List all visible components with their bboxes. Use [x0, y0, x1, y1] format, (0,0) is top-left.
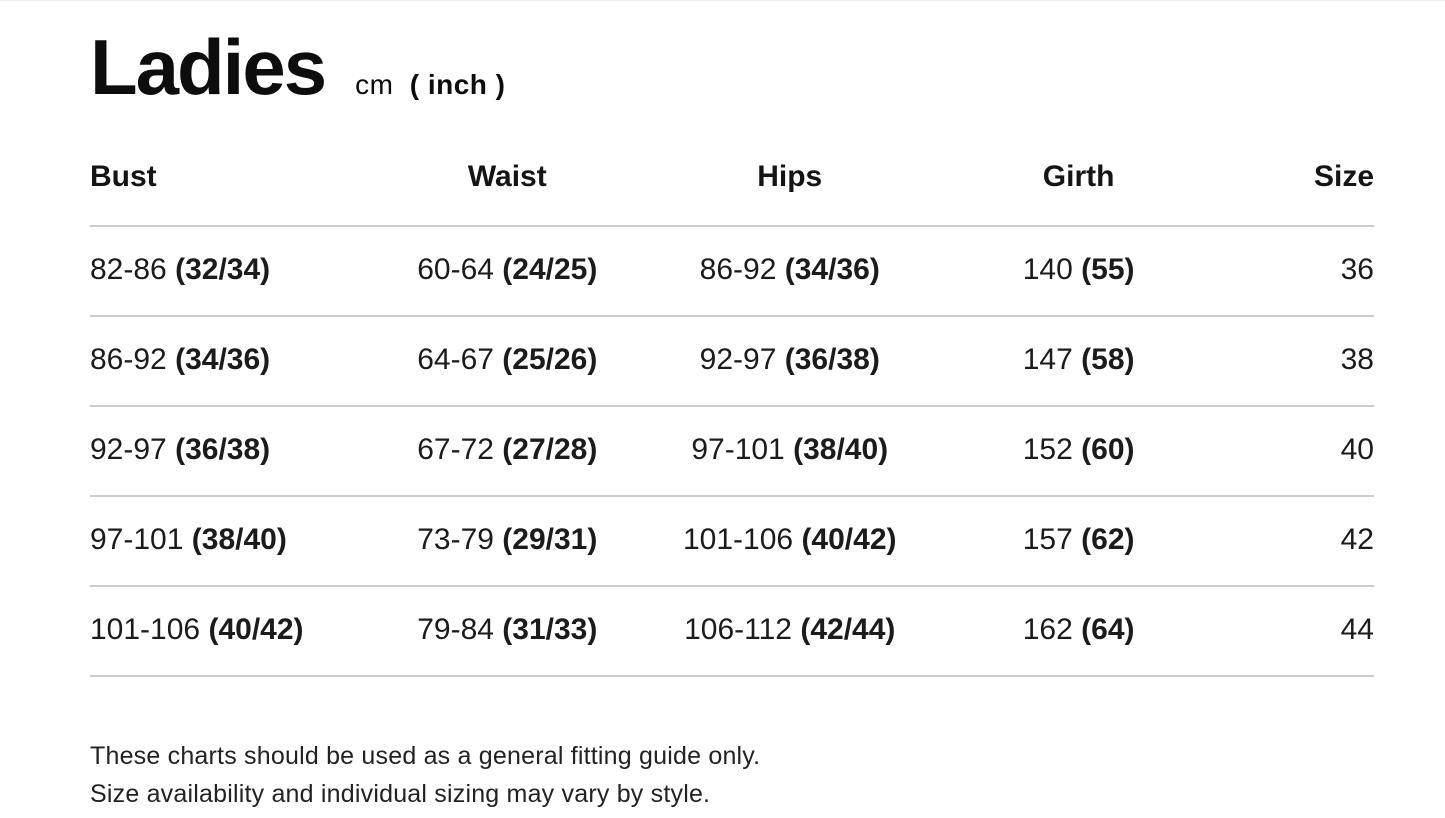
hips-cell: 86-92 (34/36): [642, 226, 938, 317]
hips-cm-value: 106-112: [684, 613, 792, 646]
waist-cm-value: 60-64: [417, 253, 494, 286]
size-table-body: 82-86 (32/34) 60-64 (24/25) 86-92 (34/36) 1…: [90, 226, 1374, 677]
waist-cell: 60-64 (24/25): [372, 226, 643, 317]
hips-inch-value: (34/36): [784, 253, 880, 286]
bust-inch-value: (38/40): [191, 523, 287, 556]
hips-cm-value: 86-92: [699, 253, 777, 286]
waist-cell: 67-72 (27/28): [372, 406, 643, 497]
column-header-size: Size: [1219, 160, 1374, 227]
waist-cm-value: 79-84: [417, 613, 494, 646]
disclaimer-line-2: Size availability and individual sizing …: [90, 780, 711, 808]
hips-inch-value: (40/42): [801, 523, 897, 556]
table-row: 86-92 (34/36) 64-67 (25/26) 92-97 (36/38) 1…: [90, 316, 1374, 407]
size-cell: 40: [1219, 406, 1374, 497]
waist-inch-value: (29/31): [502, 523, 598, 556]
waist-cell: 64-67 (25/26): [372, 316, 643, 407]
girth-inch-value: (62): [1081, 523, 1135, 556]
girth-cm-value: 147: [1022, 343, 1073, 376]
bust-cell: 92-97 (36/38): [90, 406, 373, 497]
bust-inch-value: (36/38): [175, 433, 271, 466]
girth-cell: 140 (55): [937, 226, 1220, 317]
table-row: 92-97 (36/38) 67-72 (27/28) 97-101 (38/40)…: [90, 406, 1374, 497]
waist-inch-value: (27/28): [502, 433, 598, 466]
hips-inch-value: (36/38): [784, 343, 880, 376]
size-table-header: Bust Waist Hips Girth Size: [90, 160, 1374, 227]
bust-cm-value: 97-101: [90, 523, 184, 556]
girth-inch-value: (60): [1081, 433, 1135, 466]
waist-cm-value: 67-72: [417, 433, 494, 466]
girth-inch-value: (55): [1081, 253, 1135, 286]
hips-cell: 101-106 (40/42): [642, 496, 938, 587]
bust-cell: 86-92 (34/36): [90, 316, 373, 407]
hips-cell: 97-101 (38/40): [642, 406, 938, 497]
unit-inch-label: ( inch ): [409, 69, 506, 100]
girth-cell: 147 (58): [937, 316, 1220, 407]
title-row: Ladies cm ( inch ): [90, 28, 1374, 106]
bust-inch-value: (40/42): [208, 613, 304, 646]
table-row: 82-86 (32/34) 60-64 (24/25) 86-92 (34/36) 1…: [90, 226, 1374, 317]
size-cell: 42: [1219, 496, 1374, 587]
girth-cell: 157 (62): [937, 496, 1220, 587]
hips-cell: 106-112 (42/44): [642, 586, 938, 677]
girth-cm-value: 162: [1022, 613, 1073, 646]
waist-inch-value: (24/25): [502, 253, 598, 286]
size-cell: 36: [1219, 226, 1374, 317]
column-header-bust: Bust: [90, 160, 373, 227]
hips-cell: 92-97 (36/38): [642, 316, 938, 407]
bust-cell: 97-101 (38/40): [90, 496, 373, 587]
bust-inch-value: (34/36): [175, 343, 271, 376]
waist-cell: 73-79 (29/31): [372, 496, 643, 587]
waist-cell: 79-84 (31/33): [372, 586, 643, 677]
bust-cm-value: 101-106: [90, 613, 201, 646]
girth-cell: 152 (60): [937, 406, 1220, 497]
column-header-hips: Hips: [642, 160, 938, 227]
hips-inch-value: (38/40): [793, 433, 889, 466]
disclaimer: These charts should be used as a general…: [90, 737, 1374, 813]
column-header-girth: Girth: [937, 160, 1220, 227]
unit-cm-label: cm: [355, 69, 394, 100]
size-cell: 38: [1219, 316, 1374, 407]
page-title: Ladies: [90, 23, 327, 111]
size-table: Bust Waist Hips Girth Size 82-86 (32/34)…: [90, 160, 1374, 677]
girth-cm-value: 152: [1022, 433, 1073, 466]
hips-cm-value: 97-101: [691, 433, 785, 466]
hips-cm-value: 92-97: [699, 343, 777, 376]
bust-cm-value: 86-92: [90, 343, 167, 376]
column-header-waist: Waist: [372, 160, 643, 227]
girth-cm-value: 140: [1022, 253, 1073, 286]
waist-inch-value: (31/33): [502, 613, 598, 646]
waist-cm-value: 73-79: [417, 523, 494, 556]
girth-inch-value: (64): [1081, 613, 1135, 646]
bust-cell: 82-86 (32/34): [90, 226, 373, 317]
table-row: 97-101 (38/40) 73-79 (29/31) 101-106 (40/4…: [90, 496, 1374, 587]
bust-cell: 101-106 (40/42): [90, 586, 373, 677]
bust-inch-value: (32/34): [175, 253, 271, 286]
girth-cm-value: 157: [1022, 523, 1073, 556]
table-row: 101-106 (40/42) 79-84 (31/33) 106-112 (42/…: [90, 586, 1374, 677]
size-cell: 44: [1219, 586, 1374, 677]
hips-inch-value: (42/44): [800, 613, 896, 646]
header-row: Bust Waist Hips Girth Size: [90, 160, 1374, 227]
girth-inch-value: (58): [1081, 343, 1135, 376]
disclaimer-line-1: These charts should be used as a general…: [90, 742, 761, 770]
waist-cm-value: 64-67: [417, 343, 494, 376]
bust-cm-value: 92-97: [90, 433, 167, 466]
waist-inch-value: (25/26): [502, 343, 598, 376]
girth-cell: 162 (64): [937, 586, 1220, 677]
unit-label: cm ( inch ): [355, 69, 505, 101]
hips-cm-value: 101-106: [682, 523, 794, 556]
bust-cm-value: 82-86: [90, 253, 167, 286]
